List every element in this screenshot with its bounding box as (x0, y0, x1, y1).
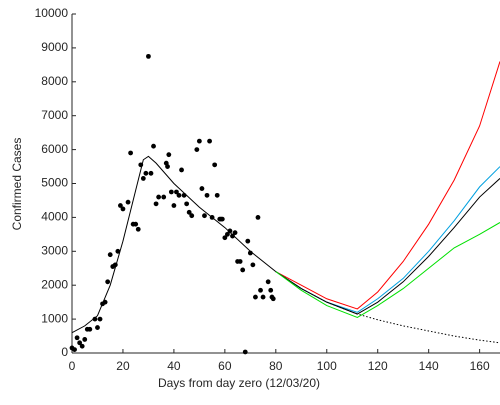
data-point (222, 235, 228, 241)
data-point (143, 170, 149, 176)
data-point (87, 326, 93, 332)
data-point (258, 287, 263, 293)
data-point (77, 340, 83, 346)
data-point (189, 213, 195, 219)
line (71, 155, 277, 334)
data-point (171, 203, 177, 208)
data-point (225, 231, 230, 237)
y-tick-label: 6000 (41, 142, 68, 156)
y-tick-label: 1000 (41, 311, 68, 325)
data-point (105, 279, 111, 285)
y-tick-label: 9000 (41, 40, 68, 54)
data-point (240, 267, 246, 273)
data-point (219, 216, 225, 222)
y-tick-label: 7000 (41, 108, 68, 122)
y-tick-label: 4000 (41, 210, 68, 224)
x-tick-label: 160 (470, 359, 490, 373)
data-point (148, 170, 154, 176)
data-point (72, 347, 77, 353)
data-point (125, 199, 131, 205)
data-point (92, 316, 98, 322)
data-point (199, 186, 205, 191)
data-point (202, 213, 207, 219)
data-point (186, 209, 192, 215)
y-tick-label: 0 (61, 345, 68, 359)
data-point (270, 296, 276, 302)
x-tick-label: 120 (368, 359, 388, 373)
y-tick-label: 3000 (41, 243, 68, 257)
x-tick-label: 80 (269, 359, 283, 373)
data-point (135, 226, 141, 232)
data-point (250, 262, 256, 268)
data-point (79, 343, 85, 349)
y-tick-label: 2000 (41, 277, 68, 291)
x-tick-label: 40 (167, 359, 181, 373)
data-point (74, 335, 80, 341)
data-point (82, 337, 88, 342)
y-tick-label: 8000 (41, 74, 68, 88)
data-point (153, 201, 159, 207)
data-point (196, 138, 202, 144)
data-point (242, 349, 248, 355)
data-point (97, 316, 103, 322)
data-point (165, 164, 170, 169)
line (275, 166, 500, 313)
data-point (232, 230, 238, 236)
data-point (207, 138, 212, 144)
data-point (174, 189, 179, 195)
data-point (179, 167, 184, 173)
x-tick-label: 0 (69, 359, 76, 373)
data-point (184, 201, 190, 207)
data-point (204, 192, 210, 198)
x-tick-label: 100 (317, 359, 337, 373)
data-point (166, 152, 172, 158)
line (275, 271, 500, 344)
data-point (265, 279, 271, 285)
line (275, 61, 500, 310)
data-point (168, 189, 174, 195)
line (275, 222, 500, 318)
data-point (181, 192, 187, 198)
data-point (237, 259, 243, 264)
data-point (128, 150, 133, 156)
data-point (146, 53, 151, 59)
y-tick-label: 5000 (41, 176, 68, 190)
data-point (133, 221, 139, 227)
data-point (212, 162, 218, 168)
data-point (194, 147, 200, 153)
x-tick-label: 140 (419, 359, 439, 373)
data-point (151, 143, 156, 149)
data-point (268, 287, 274, 293)
data-point (255, 215, 261, 220)
data-point (214, 192, 220, 198)
data-point (95, 325, 100, 330)
x-axis-label: Days from day zero (12/03/20) (158, 376, 320, 390)
x-tick-label: 60 (218, 359, 232, 373)
data-point (253, 294, 258, 300)
data-point (115, 248, 121, 254)
y-tick-label: 10000 (35, 6, 69, 20)
data-point (107, 252, 113, 258)
line (275, 178, 500, 315)
y-axis-label: Confirmed Cases (10, 138, 24, 231)
data-point (245, 238, 251, 244)
data-point (156, 194, 162, 200)
x-tick-label: 20 (116, 359, 130, 373)
data-point (176, 192, 182, 198)
data-point (161, 194, 167, 200)
data-point (227, 228, 233, 234)
data-point (140, 176, 146, 181)
data-point (120, 206, 126, 212)
data-point (230, 233, 235, 239)
data-point (118, 203, 123, 208)
data-point (260, 294, 266, 300)
